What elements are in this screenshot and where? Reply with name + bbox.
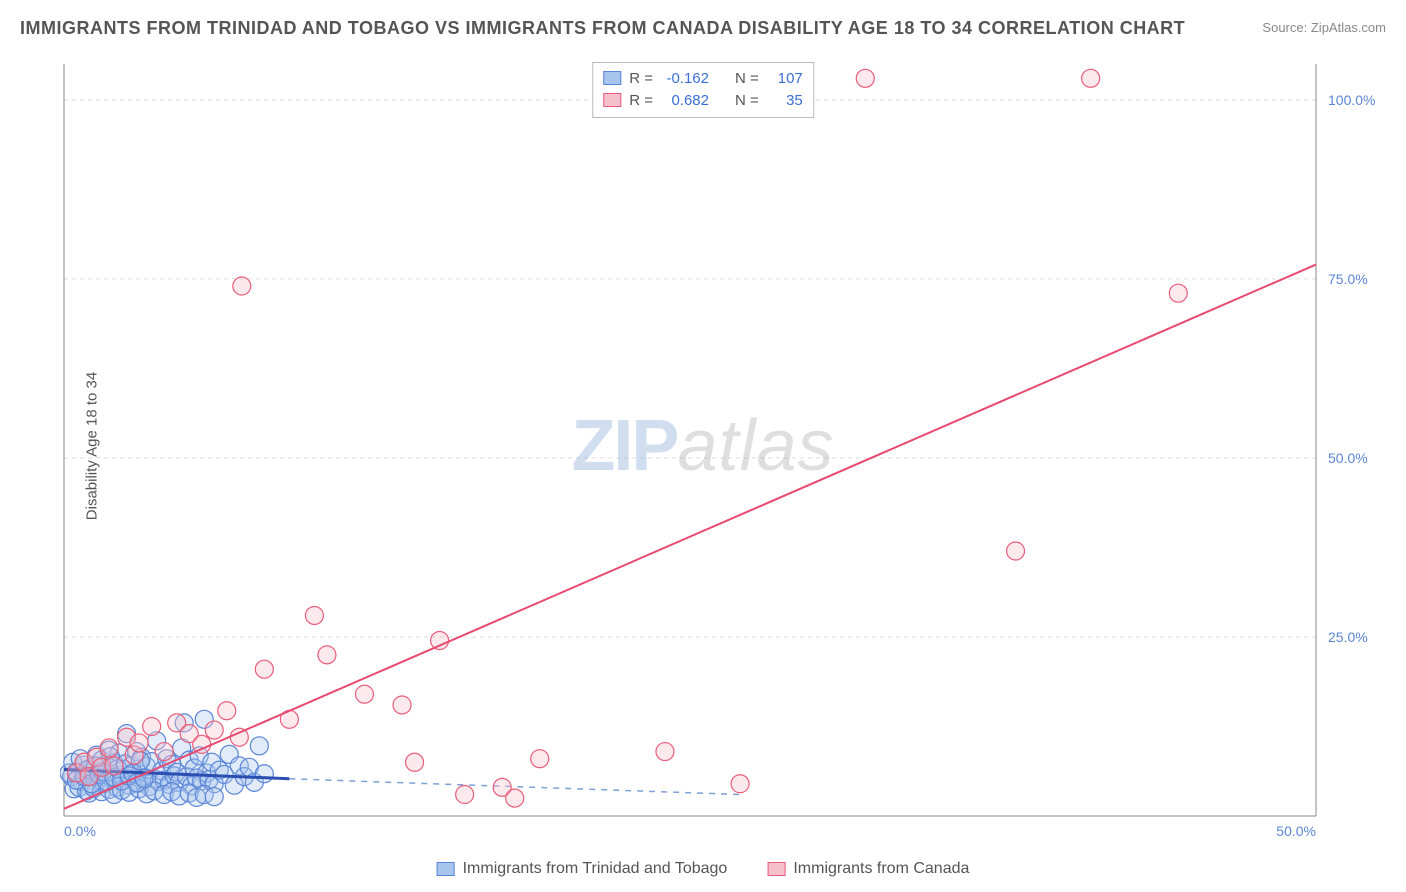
- data-point: [1082, 69, 1100, 87]
- data-point: [531, 750, 549, 768]
- legend-label: Immigrants from Trinidad and Tobago: [463, 860, 728, 878]
- data-point: [856, 69, 874, 87]
- data-point: [233, 277, 251, 295]
- y-tick-label: 100.0%: [1328, 92, 1375, 108]
- legend-swatch: [767, 862, 785, 876]
- data-point: [305, 606, 323, 624]
- data-point: [506, 789, 524, 807]
- data-point: [130, 734, 148, 752]
- legend-swatch: [603, 71, 621, 85]
- data-point: [218, 702, 236, 720]
- legend-item: Immigrants from Canada: [767, 860, 969, 878]
- source-label: Source:: [1262, 20, 1307, 35]
- data-point: [105, 757, 123, 775]
- data-point: [656, 743, 674, 761]
- data-point: [205, 788, 223, 806]
- data-point: [143, 717, 161, 735]
- source-value: ZipAtlas.com: [1311, 20, 1386, 35]
- stats-row: R = 0.682 N = 35: [603, 89, 803, 111]
- data-point: [731, 775, 749, 793]
- r-label: R =: [629, 92, 653, 109]
- x-tick-label: 0.0%: [64, 823, 96, 839]
- data-point: [456, 786, 474, 804]
- legend-item: Immigrants from Trinidad and Tobago: [437, 860, 728, 878]
- bottom-legend: Immigrants from Trinidad and Tobago Immig…: [437, 860, 970, 878]
- r-label: R =: [629, 70, 653, 87]
- chart-title: IMMIGRANTS FROM TRINIDAD AND TOBAGO VS I…: [20, 18, 1185, 39]
- data-point: [255, 660, 273, 678]
- data-point: [155, 743, 173, 761]
- data-point: [100, 739, 118, 757]
- n-label: N =: [735, 70, 759, 87]
- data-point: [1169, 284, 1187, 302]
- legend-swatch: [603, 93, 621, 107]
- chart-area: 25.0% 50.0% 75.0% 100.0% 0.0% 50.0%: [60, 60, 1386, 842]
- scatter-chart: 25.0% 50.0% 75.0% 100.0% 0.0% 50.0%: [60, 60, 1386, 842]
- n-label: N =: [735, 92, 759, 109]
- stats-row: R = -0.162 N = 107: [603, 67, 803, 89]
- r-value: 0.682: [661, 92, 709, 109]
- data-point: [406, 753, 424, 771]
- y-tick-label: 50.0%: [1328, 450, 1368, 466]
- n-value: 107: [767, 70, 803, 87]
- source-attribution: Source: ZipAtlas.com: [1262, 20, 1386, 35]
- data-point: [318, 646, 336, 664]
- data-point: [250, 737, 268, 755]
- data-point: [393, 696, 411, 714]
- n-value: 35: [767, 92, 803, 109]
- data-point: [355, 685, 373, 703]
- x-tick-label: 50.0%: [1276, 823, 1316, 839]
- data-point: [255, 765, 273, 783]
- data-point: [205, 721, 223, 739]
- r-value: -0.162: [661, 70, 709, 87]
- legend-label: Immigrants from Canada: [793, 860, 969, 878]
- legend-swatch: [437, 862, 455, 876]
- data-point: [431, 632, 449, 650]
- y-tick-label: 75.0%: [1328, 271, 1368, 287]
- stats-legend-box: R = -0.162 N = 107 R = 0.682 N = 35: [592, 62, 814, 118]
- data-point: [1007, 542, 1025, 560]
- y-tick-label: 25.0%: [1328, 629, 1368, 645]
